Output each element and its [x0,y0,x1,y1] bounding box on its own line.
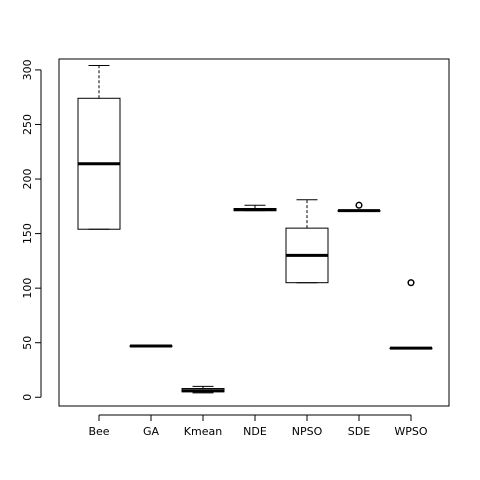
outlier-point [407,279,415,287]
y-axis: 0 50 100 150 200 250 300 [21,59,42,401]
y-tick-label: 0 [21,394,34,401]
y-tick-label: 250 [21,114,34,135]
x-tick-label-sde: SDE [348,425,370,438]
y-tick-label: 50 [21,336,34,350]
y-tick-label: 100 [21,278,34,299]
box-wpso [389,279,433,350]
y-tick-label: 200 [21,169,34,190]
y-tick-label: 150 [21,223,34,244]
plot-frame [58,58,450,407]
box-npso [285,199,329,284]
box-bee [77,65,121,230]
box-ga [129,344,173,348]
x-tick-label-npso: NPSO [292,425,323,438]
x-tick-label-ga: GA [143,425,160,438]
x-axis: Bee GA Kmean NDE NPSO SDE WPSO [88,414,428,438]
x-tick-label-bee: Bee [88,425,109,438]
box-kmean [181,385,225,394]
x-tick-label-kmean: Kmean [184,425,222,438]
outlier-point [355,201,363,209]
y-tick-label: 300 [21,59,34,80]
x-tick-label-wpso: WPSO [394,425,427,438]
x-tick-label-nde: NDE [243,425,267,438]
box-sde [337,201,381,213]
box-nde [233,204,277,212]
box-series [77,65,433,394]
